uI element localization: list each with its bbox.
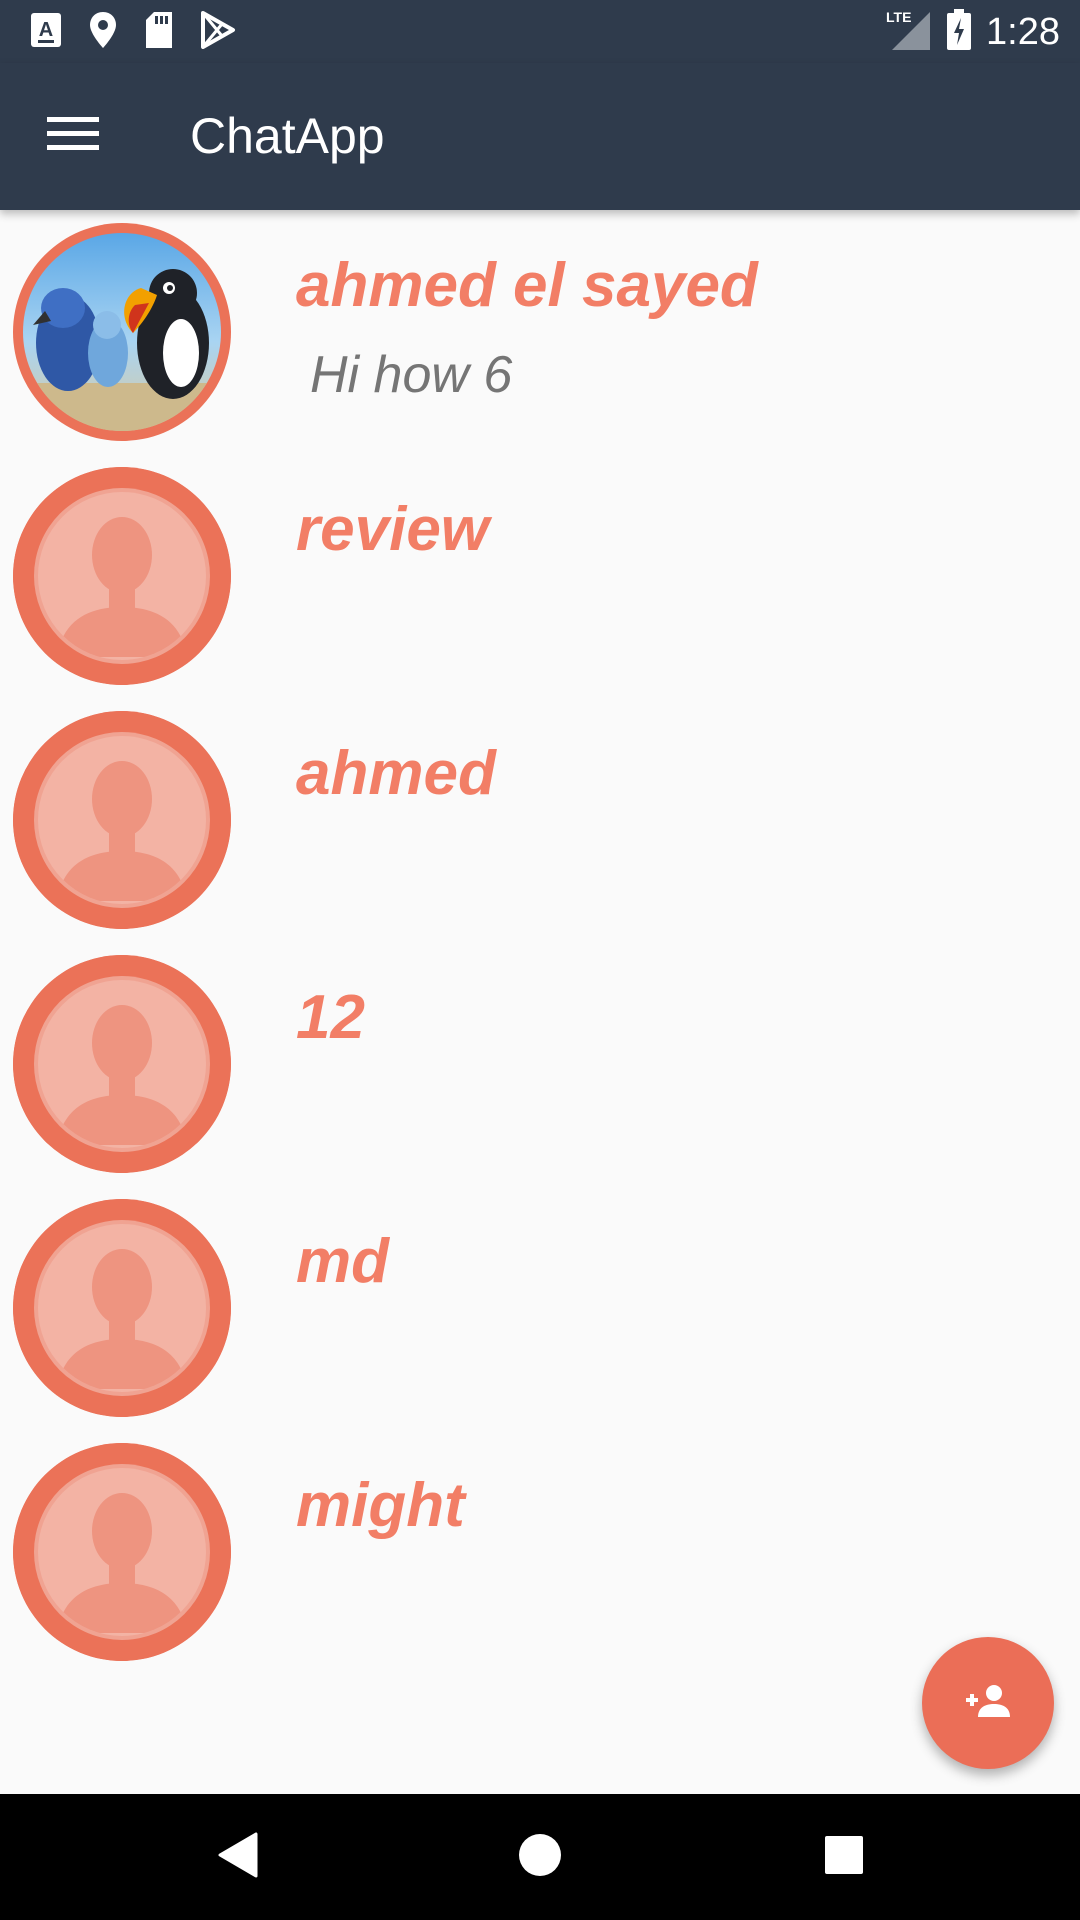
contact-row[interactable]: might [0,1430,1080,1674]
back-button[interactable] [193,1812,283,1902]
menu-button[interactable] [30,101,116,171]
default-avatar-icon [13,467,231,685]
play-store-icon [200,10,236,54]
contact-name: ahmed el sayed [296,251,758,320]
contact-name: review [296,495,490,564]
app-bar: ChatApp [0,63,1080,210]
default-avatar-icon [13,955,231,1173]
status-left-icons: A [30,10,236,54]
contact-row[interactable]: ahmed el sayed Hi how 6 [0,210,1080,454]
menu-icon [47,115,99,158]
contact-row[interactable]: 12 [0,942,1080,1186]
recents-button[interactable] [799,1812,889,1902]
status-bar: A LTE [0,0,1080,63]
home-icon [517,1832,563,1883]
a-keyboard-icon: A [30,12,62,53]
default-avatar-icon [13,1443,231,1661]
add-person-icon [964,1683,1012,1724]
signal-icon: LTE [884,8,932,57]
contact-name: might [296,1471,465,1540]
avatar-photo [23,233,221,431]
default-avatar-icon [13,711,231,929]
add-contact-button[interactable] [922,1637,1054,1769]
contact-name: 12 [296,983,365,1052]
status-right-icons: LTE 1:28 [884,8,1060,56]
app-title: ChatApp [190,108,385,164]
contact-row[interactable]: ahmed [0,698,1080,942]
avatar [13,1443,231,1661]
svg-text:A: A [39,19,53,41]
back-icon [216,1832,260,1883]
location-pin-icon [88,11,118,54]
contact-row[interactable]: md [0,1186,1080,1430]
network-label: LTE [886,9,911,25]
home-button[interactable] [495,1812,585,1902]
avatar [13,711,231,929]
avatar [13,1199,231,1417]
avatar [13,467,231,685]
battery-charging-icon [946,8,972,56]
avatar [13,223,231,441]
last-message: Hi how 6 [310,346,513,404]
default-avatar-icon [13,1199,231,1417]
avatar [13,955,231,1173]
recents-icon [823,1834,865,1881]
contact-name: ahmed [296,739,496,808]
sd-card-icon [144,11,174,54]
navigation-bar [0,1794,1080,1920]
contact-row[interactable]: review [0,454,1080,698]
status-clock: 1:28 [986,10,1060,53]
contact-list: ahmed el sayed Hi how 6 review [0,210,1080,1674]
contact-name: md [296,1227,389,1296]
